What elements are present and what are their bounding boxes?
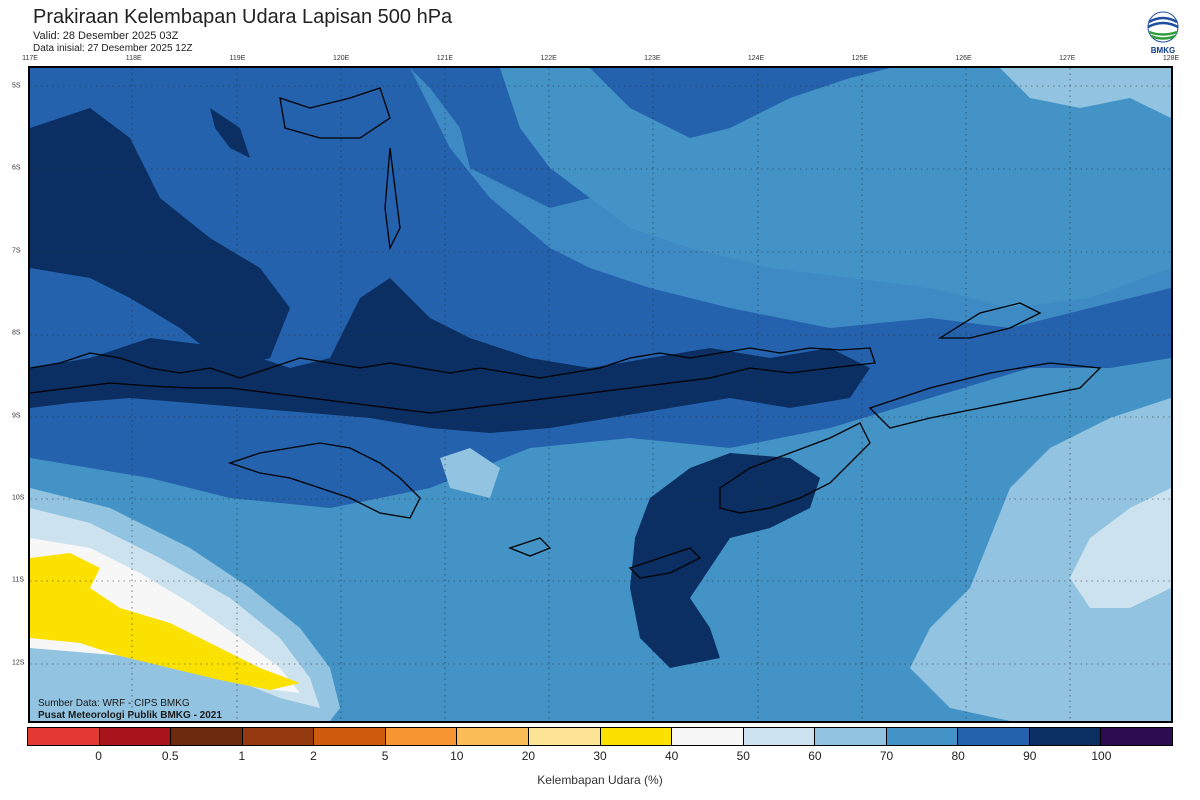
colorbar-segment [600, 728, 673, 745]
humidity-region-60-70-mid [440, 448, 500, 498]
colorbar-label: 0 [95, 749, 102, 763]
colorbar-label: 50 [736, 749, 750, 763]
humidity-region-90-100-belt [30, 278, 870, 433]
humidity-region-60-70-east [910, 398, 1171, 721]
humidity-region-90-100-ne [210, 108, 250, 158]
latitude-label: 5S [12, 82, 21, 90]
coastlines [30, 87, 1102, 579]
colorbar-segment [1029, 728, 1102, 745]
colorbar-segment [958, 728, 1030, 745]
longitude-label: 123E [644, 55, 661, 62]
longitude-label: 120E [332, 55, 350, 62]
bmkg-logo-icon: BMKG [1141, 10, 1185, 58]
colorbar-label: 90 [1023, 749, 1037, 763]
longitude-label: 122E [540, 55, 557, 62]
humidity-region-30-40 [30, 553, 300, 690]
colorbar-label: 100 [1091, 749, 1112, 763]
init-time: Data inisial: 27 Desember 2025 12Z [33, 43, 193, 54]
colorbar-segment [28, 728, 100, 745]
longitude-label: 126E [955, 55, 972, 62]
longitude-label: 121E [436, 55, 454, 62]
colorbar-segment [1101, 728, 1172, 745]
colorbar-label: 20 [521, 749, 536, 763]
data-source: Sumber Data: WRF - CIPS BMKG Pusat Meteo… [38, 698, 222, 722]
colorbar-segment [385, 728, 458, 745]
colorbar-segment [528, 728, 601, 745]
source-line-1: Sumber Data: WRF - CIPS BMKG [38, 698, 190, 709]
colorbar-segment [672, 728, 744, 745]
colorbar-segment [886, 728, 959, 745]
latitude-label: 9S [12, 412, 21, 420]
colorbar-segment [314, 728, 386, 745]
bmkg-logo-text: BMKG [1150, 46, 1176, 55]
colorbar-segment [457, 728, 529, 745]
colorbar-label: 1 [238, 749, 246, 763]
colorbar-label: 2 [310, 749, 317, 763]
colorbar-label: 10 [450, 749, 464, 763]
colorbar-label: 5 [381, 749, 389, 763]
humidity-map [28, 66, 1173, 723]
longitude-label: 124E [747, 55, 765, 62]
longitude-label: 117E [22, 55, 38, 62]
colorbar-title: Kelembapan Udara (%) [537, 773, 663, 787]
humidity-region-50-60-east [1070, 488, 1171, 608]
valid-time: Valid: 28 Desember 2025 03Z [33, 30, 179, 42]
colorbar-segment [171, 728, 243, 745]
latitude-label: 7S [12, 247, 21, 255]
humidity-region-70-80-south [30, 358, 1171, 721]
colorbar-label: 0.5 [161, 749, 179, 763]
latitude-label: 11S [12, 576, 24, 584]
colorbar-label: 40 [664, 749, 679, 763]
humidity-colorbar [27, 727, 1173, 746]
latitude-label: 6S [12, 164, 21, 172]
colorbar-label: 70 [879, 749, 894, 763]
colorbar-segment [743, 728, 816, 745]
latitude-label: 8S [12, 329, 21, 337]
colorbar-segment [99, 728, 172, 745]
humidity-region-70-80 [500, 68, 1171, 308]
source-line-2: Pusat Meteorologi Publik BMKG - 2021 [38, 710, 222, 721]
longitude-label: 127E [1059, 55, 1076, 62]
map-canvas [30, 68, 1171, 721]
longitude-label: 119E [229, 55, 246, 62]
colorbar-label: 60 [808, 749, 822, 763]
longitude-label: 118E [125, 55, 142, 62]
latitude-label: 12S [12, 659, 25, 667]
humidity-region-60-70-ne [1000, 68, 1171, 118]
longitude-label: 128E [1162, 55, 1180, 62]
map-title: Prakiraan Kelembapan Udara Lapisan 500 h… [33, 6, 453, 28]
humidity-region-90-100-north [30, 108, 290, 368]
colorbar-label: 30 [593, 749, 607, 763]
colorbar-label: 80 [951, 749, 965, 763]
colorbar-segment [242, 728, 315, 745]
colorbar-segment [815, 728, 887, 745]
longitude-label: 125E [851, 55, 868, 62]
latitude-label: 10S [12, 494, 25, 502]
